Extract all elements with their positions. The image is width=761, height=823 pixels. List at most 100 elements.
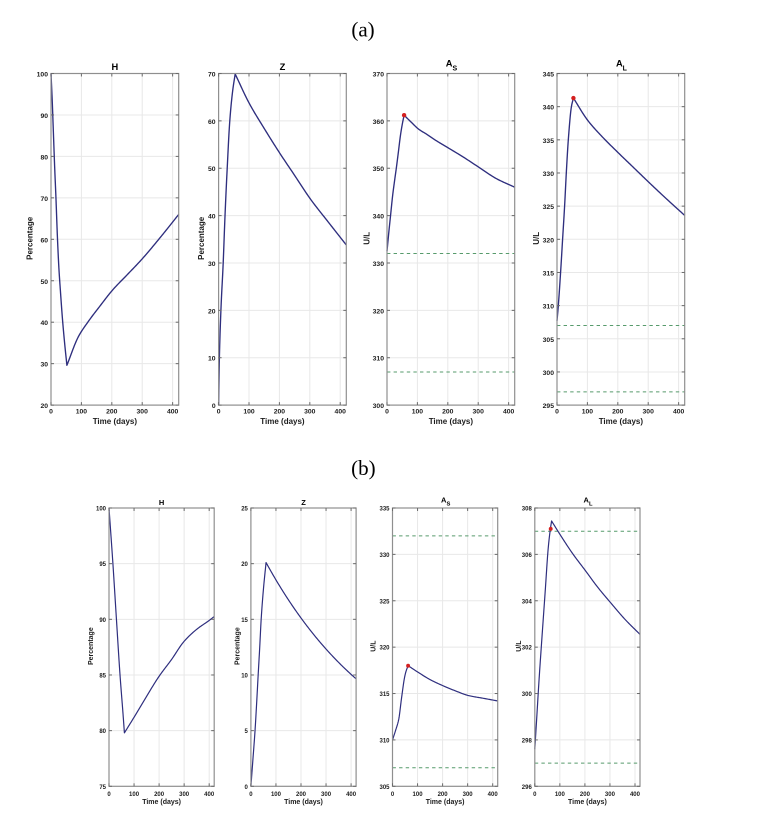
- svg-text:400: 400: [503, 409, 515, 416]
- svg-text:304: 304: [522, 599, 533, 605]
- svg-text:400: 400: [335, 409, 347, 416]
- svg-text:100: 100: [271, 792, 282, 798]
- svg-text:AS: AS: [441, 495, 450, 507]
- svg-text:20: 20: [40, 403, 48, 410]
- svg-text:Time (days): Time (days): [142, 799, 181, 806]
- svg-text:400: 400: [346, 792, 357, 798]
- svg-text:80: 80: [99, 729, 106, 735]
- svg-text:100: 100: [96, 507, 107, 513]
- svg-text:0: 0: [212, 403, 216, 410]
- svg-text:25: 25: [241, 507, 248, 513]
- svg-text:300: 300: [373, 403, 385, 410]
- svg-text:300: 300: [543, 370, 555, 377]
- svg-text:100: 100: [555, 792, 566, 798]
- svg-text:Z: Z: [280, 62, 286, 72]
- svg-text:302: 302: [522, 646, 533, 652]
- svg-text:AS: AS: [446, 59, 458, 73]
- svg-text:100: 100: [129, 792, 140, 798]
- svg-text:400: 400: [630, 792, 641, 798]
- svg-text:325: 325: [379, 599, 390, 605]
- svg-text:50: 50: [40, 279, 48, 286]
- svg-text:325: 325: [543, 204, 555, 211]
- svg-text:300: 300: [643, 409, 655, 416]
- svg-text:310: 310: [543, 304, 555, 311]
- svg-text:10: 10: [241, 673, 248, 679]
- svg-text:320: 320: [379, 646, 390, 652]
- svg-text:Time (days): Time (days): [284, 799, 323, 806]
- svg-text:70: 70: [40, 196, 48, 203]
- svg-text:200: 200: [106, 409, 118, 416]
- svg-text:U/L: U/L: [370, 640, 377, 652]
- svg-text:100: 100: [37, 72, 49, 79]
- svg-text:80: 80: [40, 154, 48, 161]
- svg-text:200: 200: [154, 792, 165, 798]
- svg-text:335: 335: [543, 138, 555, 145]
- svg-text:H: H: [111, 62, 118, 72]
- svg-text:330: 330: [543, 171, 555, 178]
- svg-text:335: 335: [379, 507, 390, 513]
- svg-text:100: 100: [412, 409, 424, 416]
- svg-text:Percentage: Percentage: [235, 627, 242, 665]
- svg-text:0: 0: [245, 785, 249, 791]
- svg-text:AL: AL: [584, 495, 593, 507]
- svg-text:20: 20: [241, 562, 248, 568]
- svg-text:330: 330: [379, 553, 390, 559]
- svg-text:400: 400: [204, 792, 215, 798]
- svg-text:350: 350: [373, 166, 385, 173]
- svg-text:300: 300: [522, 692, 533, 698]
- svg-text:296: 296: [522, 785, 533, 791]
- svg-text:305: 305: [379, 785, 390, 791]
- svg-text:40: 40: [208, 214, 216, 221]
- svg-text:306: 306: [522, 553, 533, 559]
- svg-text:0: 0: [217, 409, 221, 416]
- svg-text:295: 295: [543, 403, 555, 410]
- svg-text:30: 30: [40, 362, 48, 369]
- svg-text:0: 0: [49, 409, 53, 416]
- svg-text:0: 0: [107, 792, 111, 798]
- svg-text:Percentage: Percentage: [197, 216, 206, 260]
- svg-text:Percentage: Percentage: [26, 216, 35, 260]
- svg-text:90: 90: [40, 113, 48, 120]
- svg-text:400: 400: [167, 409, 179, 416]
- svg-text:100: 100: [582, 409, 594, 416]
- svg-text:75: 75: [99, 785, 106, 791]
- svg-text:60: 60: [40, 237, 48, 244]
- svg-text:300: 300: [137, 409, 149, 416]
- svg-text:(a): (a): [351, 18, 374, 42]
- svg-text:340: 340: [543, 105, 555, 112]
- svg-text:40: 40: [40, 320, 48, 327]
- svg-text:Time (days): Time (days): [568, 799, 607, 806]
- svg-text:0: 0: [385, 409, 389, 416]
- svg-text:360: 360: [373, 119, 385, 126]
- svg-text:Time (days): Time (days): [93, 417, 138, 426]
- svg-text:70: 70: [208, 72, 216, 79]
- svg-text:90: 90: [99, 618, 106, 624]
- svg-text:330: 330: [373, 261, 385, 268]
- svg-text:200: 200: [296, 792, 307, 798]
- svg-text:AL: AL: [616, 59, 628, 73]
- svg-text:200: 200: [612, 409, 624, 416]
- svg-text:U/L: U/L: [532, 232, 541, 245]
- svg-text:200: 200: [274, 409, 286, 416]
- svg-text:Time (days): Time (days): [426, 799, 465, 806]
- svg-text:300: 300: [605, 792, 616, 798]
- svg-text:305: 305: [543, 337, 555, 344]
- svg-text:H: H: [159, 498, 164, 507]
- svg-text:345: 345: [543, 72, 555, 79]
- svg-text:300: 300: [179, 792, 190, 798]
- svg-text:0: 0: [391, 792, 395, 798]
- svg-text:310: 310: [373, 356, 385, 363]
- svg-text:0: 0: [249, 792, 253, 798]
- svg-text:300: 300: [473, 409, 485, 416]
- svg-text:Percentage: Percentage: [88, 627, 95, 665]
- svg-text:200: 200: [580, 792, 591, 798]
- svg-text:300: 300: [321, 792, 332, 798]
- svg-text:100: 100: [243, 409, 255, 416]
- svg-text:298: 298: [522, 738, 533, 744]
- svg-text:340: 340: [373, 214, 385, 221]
- svg-text:300: 300: [463, 792, 474, 798]
- svg-text:5: 5: [245, 729, 249, 735]
- svg-text:100: 100: [76, 409, 88, 416]
- svg-text:60: 60: [208, 119, 216, 126]
- svg-text:U/L: U/L: [516, 640, 523, 652]
